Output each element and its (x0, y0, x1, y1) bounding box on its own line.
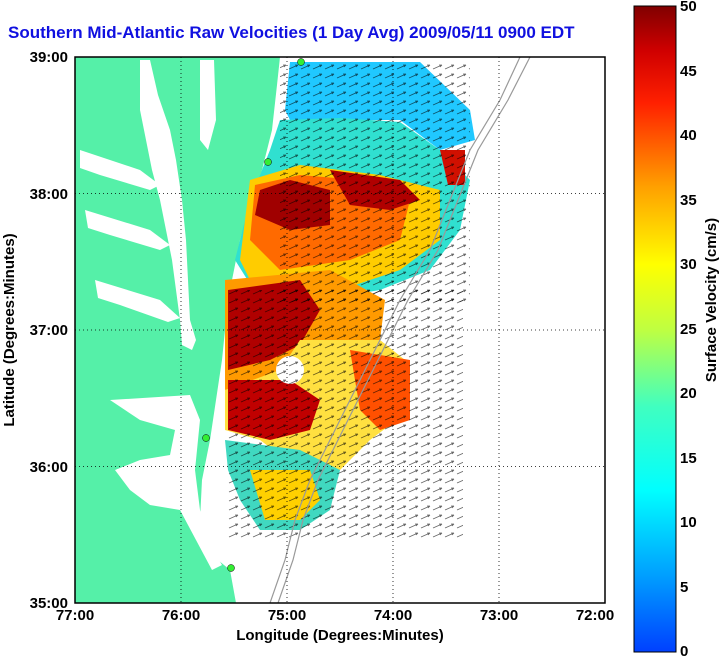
pamlico-sound (110, 395, 222, 570)
colorbar-tick: 10 (680, 514, 697, 531)
y-tick-labels: 39:00 38:00 37:00 36:00 35:00 (30, 49, 68, 612)
colorbar-tick: 0 (680, 643, 688, 659)
x-tick-labels: 77:00 76:00 75:00 74:00 73:00 72:00 (56, 607, 614, 624)
bay-tributary (80, 150, 160, 190)
x-tick: 76:00 (162, 607, 200, 624)
radar-stations (202, 58, 305, 572)
colorbar-tick: 35 (680, 192, 697, 209)
bay-tributary (200, 60, 216, 150)
x-tick: 77:00 (56, 607, 94, 624)
colorbar-tick: 30 (680, 256, 697, 273)
colorbar-tick: 25 (680, 321, 697, 338)
x-tick: 75:00 (268, 607, 306, 624)
colorbar-ticks: 50 45 40 35 30 25 20 15 10 5 0 (680, 0, 697, 659)
y-tick: 37:00 (30, 322, 68, 339)
y-tick: 35:00 (30, 595, 68, 612)
velocity-field (225, 62, 475, 540)
grid-lines (75, 57, 605, 603)
map-title: Southern Mid-Atlantic Raw Velocities (1 … (8, 23, 575, 42)
y-tick: 39:00 (30, 49, 68, 66)
colorbar-tick: 40 (680, 127, 697, 144)
colorbar (633, 5, 677, 653)
colorbar-tick: 15 (680, 450, 697, 467)
colorbar-label: Surface Velocity (cm/s) (703, 218, 720, 382)
y-tick: 36:00 (30, 459, 68, 476)
y-tick: 38:00 (30, 186, 68, 203)
bay-tributary (95, 280, 180, 322)
x-tick: 73:00 (480, 607, 518, 624)
colorbar-tick: 50 (680, 0, 697, 15)
bathymetry-contour (277, 57, 531, 603)
colorbar-tick: 45 (680, 63, 697, 80)
x-tick: 72:00 (576, 607, 614, 624)
plot-border (74, 56, 606, 604)
colorbar-tick: 5 (680, 579, 688, 596)
bay-tributary (85, 210, 170, 250)
chesapeake-bay (140, 60, 196, 350)
x-tick: 74:00 (374, 607, 412, 624)
x-axis-label: Longitude (Degrees:Minutes) (236, 627, 444, 644)
bathymetry-contour (269, 57, 521, 603)
colorbar-tick: 20 (680, 385, 697, 402)
y-axis-label: Latitude (Degrees:Minutes) (1, 233, 18, 426)
